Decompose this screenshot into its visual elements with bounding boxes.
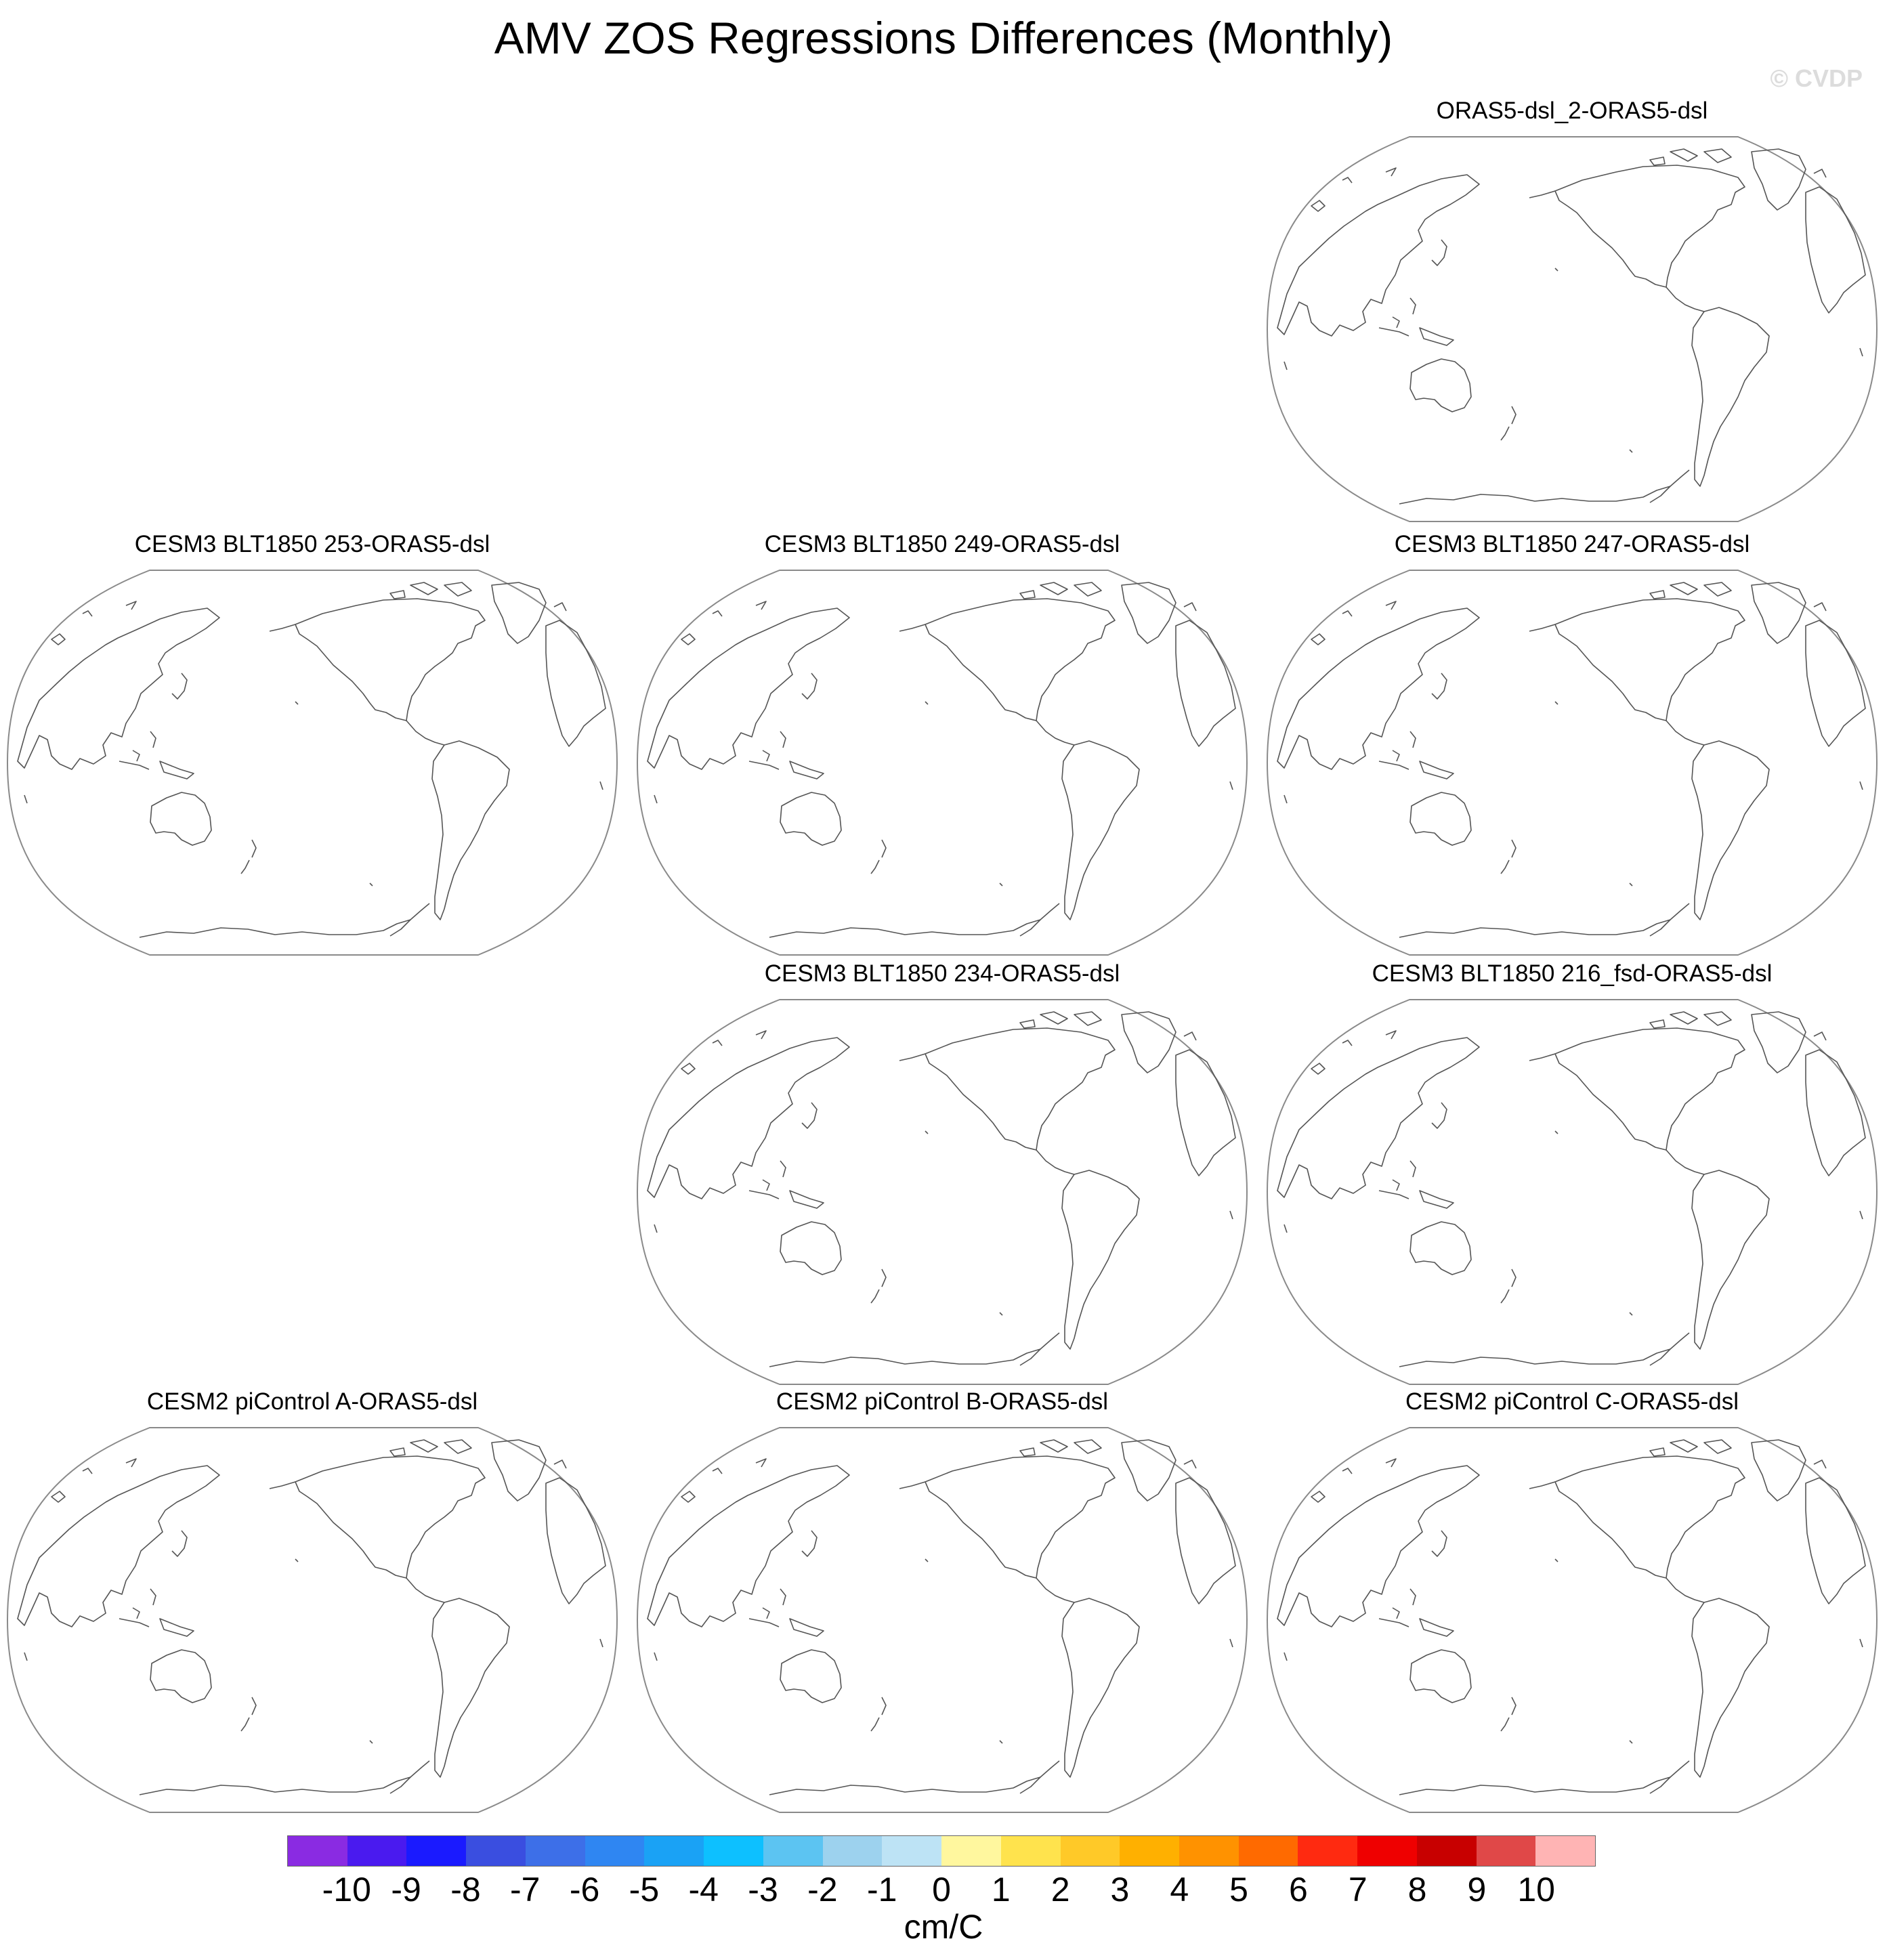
colorbar-tick-label: 8 <box>1407 1871 1427 1909</box>
colorbar-tick-label: -3 <box>748 1871 778 1909</box>
map-panel-blt1850-249: CESM3 BLT1850 249-ORAS5-dsl <box>634 530 1250 956</box>
colorbar-box <box>1179 1836 1239 1866</box>
map-panel-picontrol-c: CESM2 piControl C-ORAS5-dsl <box>1264 1387 1880 1813</box>
world-map <box>1267 136 1878 522</box>
panel-title: CESM3 BLT1850 253-ORAS5-dsl <box>134 531 490 557</box>
colorbar-box <box>1298 1836 1358 1866</box>
colorbar-box <box>1535 1836 1596 1866</box>
colorbar-tick-label: 2 <box>1051 1871 1070 1909</box>
colorbar-box <box>347 1836 407 1866</box>
colorbar-box <box>1416 1836 1477 1866</box>
colorbar-box <box>882 1836 942 1866</box>
colorbar-tick-label: -10 <box>322 1871 371 1909</box>
colorbar-tick-label: 4 <box>1170 1871 1189 1909</box>
world-map <box>1267 1427 1878 1813</box>
colorbar-tick-label: 6 <box>1289 1871 1308 1909</box>
colorbar-tick-label: -6 <box>569 1871 600 1909</box>
world-map <box>7 1427 618 1813</box>
colorbar-box <box>704 1836 763 1866</box>
figure-title: AMV ZOS Regressions Differences (Monthly… <box>494 13 1393 63</box>
colorbar-tick-label: -7 <box>510 1871 540 1909</box>
panel-title: CESM3 BLT1850 249-ORAS5-dsl <box>764 531 1120 557</box>
colorbar-labels: -10 -9 -8 -7 -6 -5 -4 -3 -2 -1 0 1 2 3 4 5 6 7 8 9 10 <box>287 1869 1596 1910</box>
map-panel-blt1850-234: CESM3 BLT1850 234-ORAS5-dsl <box>634 959 1250 1385</box>
colorbar-tick-label: 5 <box>1229 1871 1248 1909</box>
colorbar-tick-label: 10 <box>1517 1871 1555 1909</box>
colorbar-box <box>941 1836 1001 1866</box>
colorbar-box <box>644 1836 704 1866</box>
colorbar-box <box>763 1836 823 1866</box>
map-panel-blt1850-216-fsd: CESM3 BLT1850 216_fsd-ORAS5-dsl <box>1264 959 1880 1385</box>
panel-title: CESM3 BLT1850 234-ORAS5-dsl <box>764 960 1120 987</box>
colorbar <box>287 1835 1596 1867</box>
world-map <box>637 1427 1248 1813</box>
map-panel-oras5-dsl-2: ORAS5-dsl_2-ORAS5-dsl <box>1264 96 1880 522</box>
panel-title: CESM3 BLT1850 247-ORAS5-dsl <box>1394 531 1750 557</box>
colorbar-tick-label: -4 <box>688 1871 719 1909</box>
colorbar-tick-label: 3 <box>1110 1871 1130 1909</box>
colorbar-box <box>1060 1836 1120 1866</box>
panel-title: CESM2 piControl A-ORAS5-dsl <box>146 1388 478 1415</box>
colorbar-tick-label: -1 <box>866 1871 897 1909</box>
colorbar-box <box>406 1836 467 1866</box>
panel-title: CESM2 piControl B-ORAS5-dsl <box>776 1388 1109 1415</box>
colorbar-tick-label: 0 <box>932 1871 951 1909</box>
colorbar-box <box>1120 1836 1180 1866</box>
world-map <box>637 570 1248 956</box>
world-map <box>1267 999 1878 1385</box>
colorbar-box <box>585 1836 645 1866</box>
colorbar-tick-label: 1 <box>991 1871 1011 1909</box>
map-panel-blt1850-253: CESM3 BLT1850 253-ORAS5-dsl <box>4 530 620 956</box>
panel-title: CESM2 piControl C-ORAS5-dsl <box>1405 1388 1739 1415</box>
colorbar-tick-label: 7 <box>1348 1871 1367 1909</box>
colorbar-box <box>466 1836 526 1866</box>
colorbar-tick-label: -9 <box>391 1871 421 1909</box>
colorbar-tick-label: -2 <box>807 1871 838 1909</box>
colorbar-box <box>1357 1836 1417 1866</box>
map-panel-blt1850-247: CESM3 BLT1850 247-ORAS5-dsl <box>1264 530 1880 956</box>
colorbar-box <box>288 1836 347 1866</box>
world-map <box>637 999 1248 1385</box>
colorbar-box <box>1000 1836 1061 1866</box>
cvdp-watermark: © CVDP <box>1770 64 1863 92</box>
world-map <box>7 570 618 956</box>
map-panel-picontrol-a: CESM2 piControl A-ORAS5-dsl <box>4 1387 620 1813</box>
panel-title: ORAS5-dsl_2-ORAS5-dsl <box>1436 98 1708 124</box>
colorbar-units: cm/C <box>904 1908 983 1946</box>
map-panel-picontrol-b: CESM2 piControl B-ORAS5-dsl <box>634 1387 1250 1813</box>
world-map <box>1267 570 1878 956</box>
colorbar-box <box>822 1836 883 1866</box>
colorbar-tick-label: 9 <box>1467 1871 1487 1909</box>
colorbar-tick-label: -5 <box>629 1871 660 1909</box>
panel-title: CESM3 BLT1850 216_fsd-ORAS5-dsl <box>1372 960 1773 987</box>
colorbar-box <box>525 1836 585 1866</box>
colorbar-box <box>1476 1836 1536 1866</box>
colorbar-tick-label: -8 <box>450 1871 481 1909</box>
colorbar-box <box>1238 1836 1298 1866</box>
